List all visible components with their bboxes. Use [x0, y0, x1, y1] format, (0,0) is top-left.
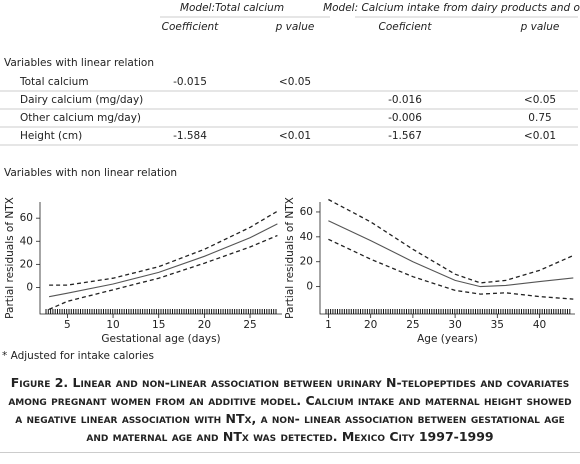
x-tick-label: 20	[198, 319, 211, 331]
column-header: p value	[275, 21, 315, 33]
rug	[45, 309, 277, 314]
axis	[319, 202, 575, 315]
table-cell: <0.05	[524, 94, 556, 106]
row-label: Other calcium mg/day)	[20, 112, 141, 124]
y-axis-label: Partial residuals of NTX	[284, 197, 296, 319]
x-tick-label: 15	[152, 319, 165, 331]
group-header: Model: Calcium intake from dairy product…	[323, 2, 580, 14]
section-label: Variables with non linear relation	[4, 167, 177, 179]
x-tick-label: 10	[106, 319, 119, 331]
y-tick-label: 20	[20, 258, 33, 270]
footnote: * Adjusted for intake calories	[2, 350, 154, 362]
x-tick-label: 30	[448, 319, 461, 331]
series-line	[48, 223, 278, 298]
caption: Figure 2. Linear and non-linear associat…	[8, 375, 572, 444]
x-axis-label: Age (years)	[417, 333, 478, 345]
x-tick-label: 35	[491, 319, 504, 331]
group-header: Model:Total calcium	[180, 2, 284, 14]
column-header: p value	[520, 21, 560, 33]
column-header: Coefficient	[162, 21, 220, 33]
table-cell: -0.015	[173, 76, 207, 88]
y-tick-label: 60	[20, 212, 33, 224]
y-axis-label: Partial residuals of NTX	[4, 197, 16, 319]
row-label: Dairy calcium (mg/day)	[20, 94, 143, 106]
table-cell: -0.016	[388, 94, 422, 106]
axis	[39, 202, 282, 315]
series-line	[328, 238, 574, 300]
y-tick-label: 0	[26, 281, 33, 293]
row-label: Total calcium	[19, 76, 89, 88]
series-line	[48, 234, 278, 310]
table-cell: <0.05	[279, 76, 311, 88]
series-line	[328, 198, 574, 284]
x-tick-label: 25	[243, 319, 256, 331]
table-cell: <0.01	[279, 130, 311, 142]
table-rows: Total calcium -0.015 <0.05 Dairy calcium (m…	[0, 76, 578, 146]
y-tick-label: 60	[300, 206, 313, 218]
y-tick-label: 40	[300, 231, 313, 243]
rule	[0, 452, 580, 453]
x-tick-label: 20	[364, 319, 377, 331]
x-tick-label: 5	[64, 319, 71, 331]
y-tick-label: 20	[300, 256, 313, 268]
series-line	[328, 220, 574, 288]
x-axis-label: Gestational age (days)	[101, 333, 220, 345]
rug	[325, 309, 571, 314]
table-cell: <0.01	[524, 130, 556, 142]
x-tick-label: 25	[406, 319, 419, 331]
row-label: Height (cm)	[20, 130, 82, 142]
series-line	[49, 210, 278, 286]
x-tick-label: 40	[533, 319, 546, 331]
table-cell: 0.75	[528, 112, 551, 124]
table-cell: -1.584	[173, 130, 207, 142]
y-tick-label: 40	[20, 235, 33, 247]
table-cell: -1.567	[388, 130, 422, 142]
y-tick-label: 0	[306, 281, 313, 293]
x-tick-label: 1	[325, 319, 332, 331]
section-label: Variables with linear relation	[4, 57, 154, 69]
column-header: Coeficient	[379, 21, 433, 33]
table-cell: -0.006	[388, 112, 422, 124]
